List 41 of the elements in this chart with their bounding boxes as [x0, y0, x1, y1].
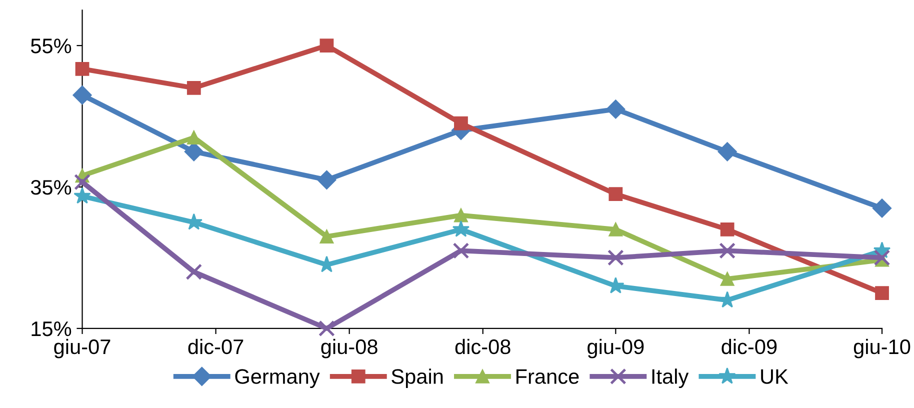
point — [186, 130, 201, 144]
x-tick-label: giu-10 — [854, 338, 910, 358]
point — [718, 142, 737, 162]
point — [608, 187, 623, 202]
point — [320, 230, 334, 244]
x-tick-label: dic-08 — [455, 338, 510, 354]
point — [872, 198, 892, 218]
y-tick-label: 35% — [30, 180, 72, 195]
point — [317, 170, 336, 190]
point — [318, 320, 335, 337]
point — [186, 81, 201, 95]
x-tick-label: dic-07 — [188, 338, 244, 354]
point — [720, 272, 734, 286]
point — [454, 208, 468, 222]
point — [454, 116, 468, 130]
legend-label: Italy — [652, 368, 689, 388]
x-tick-label: giu-08 — [321, 338, 378, 358]
point — [74, 187, 91, 204]
point — [608, 222, 623, 236]
legend-label: Spain — [392, 368, 443, 388]
point — [874, 250, 890, 266]
point — [720, 222, 734, 236]
point — [74, 174, 90, 190]
y-tick-label: 15% — [32, 322, 72, 336]
point — [452, 242, 470, 259]
point — [607, 250, 624, 266]
legend-label: UK — [761, 369, 788, 384]
point — [452, 220, 470, 237]
point — [606, 100, 626, 119]
point — [75, 62, 90, 76]
point — [72, 86, 92, 105]
legend-label: France — [516, 369, 579, 384]
point — [186, 264, 202, 280]
point — [875, 286, 889, 300]
x-tick-label: giu-09 — [588, 338, 644, 358]
x-tick-label: dic-09 — [722, 338, 777, 354]
y-tick-label: 55% — [30, 38, 72, 54]
legend-label: Germany — [235, 369, 320, 388]
point — [719, 242, 736, 259]
x-tick-label: giu-07 — [54, 338, 110, 358]
point — [320, 38, 334, 53]
